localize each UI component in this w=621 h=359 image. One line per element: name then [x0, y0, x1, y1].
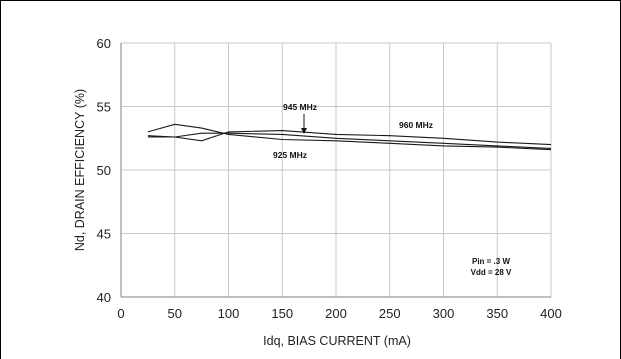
series-line-1: [147, 132, 552, 149]
x-tick-label: 200: [325, 306, 347, 321]
annotation-945-label: 945 MHz: [283, 102, 317, 112]
axes: [120, 43, 551, 298]
annotation-925-label: 925 MHz: [273, 150, 307, 160]
annotation-945-arrow-head: [301, 128, 307, 134]
x-tick-label: 50: [168, 306, 182, 321]
x-tick-label: 100: [218, 306, 240, 321]
x-tick-label: 250: [379, 306, 401, 321]
x-tick-label: 350: [486, 306, 508, 321]
x-tick-label: 400: [540, 306, 562, 321]
x-axis-label: Idq, BIAS CURRENT (mA): [263, 334, 411, 348]
x-tick-label: 0: [117, 306, 124, 321]
y-tick-label: 50: [97, 163, 111, 178]
x-tick-label: 150: [271, 306, 293, 321]
series-line-2: [147, 130, 552, 146]
condition-pin: Pin = .3 W: [472, 257, 510, 266]
y-tick-label: 60: [97, 36, 111, 51]
y-axis-label: Nd, DRAIN EFFICIENCY (%): [73, 89, 87, 251]
y-tick-label: 40: [97, 290, 111, 305]
series-line-0: [147, 123, 552, 151]
tick-labels: 0 50 100 150 200 250 300 350 400 40 45 50 55 60: [97, 36, 562, 321]
y-tick-label: 55: [97, 100, 111, 115]
annotation-945: 945 MHz: [283, 102, 317, 134]
x-tick-label: 300: [433, 306, 455, 321]
annotation-960-label: 960 MHz: [399, 120, 433, 130]
condition-vdd: Vdd = 28 V: [471, 268, 512, 277]
y-tick-label: 45: [97, 227, 111, 242]
series-lines: [147, 123, 552, 151]
